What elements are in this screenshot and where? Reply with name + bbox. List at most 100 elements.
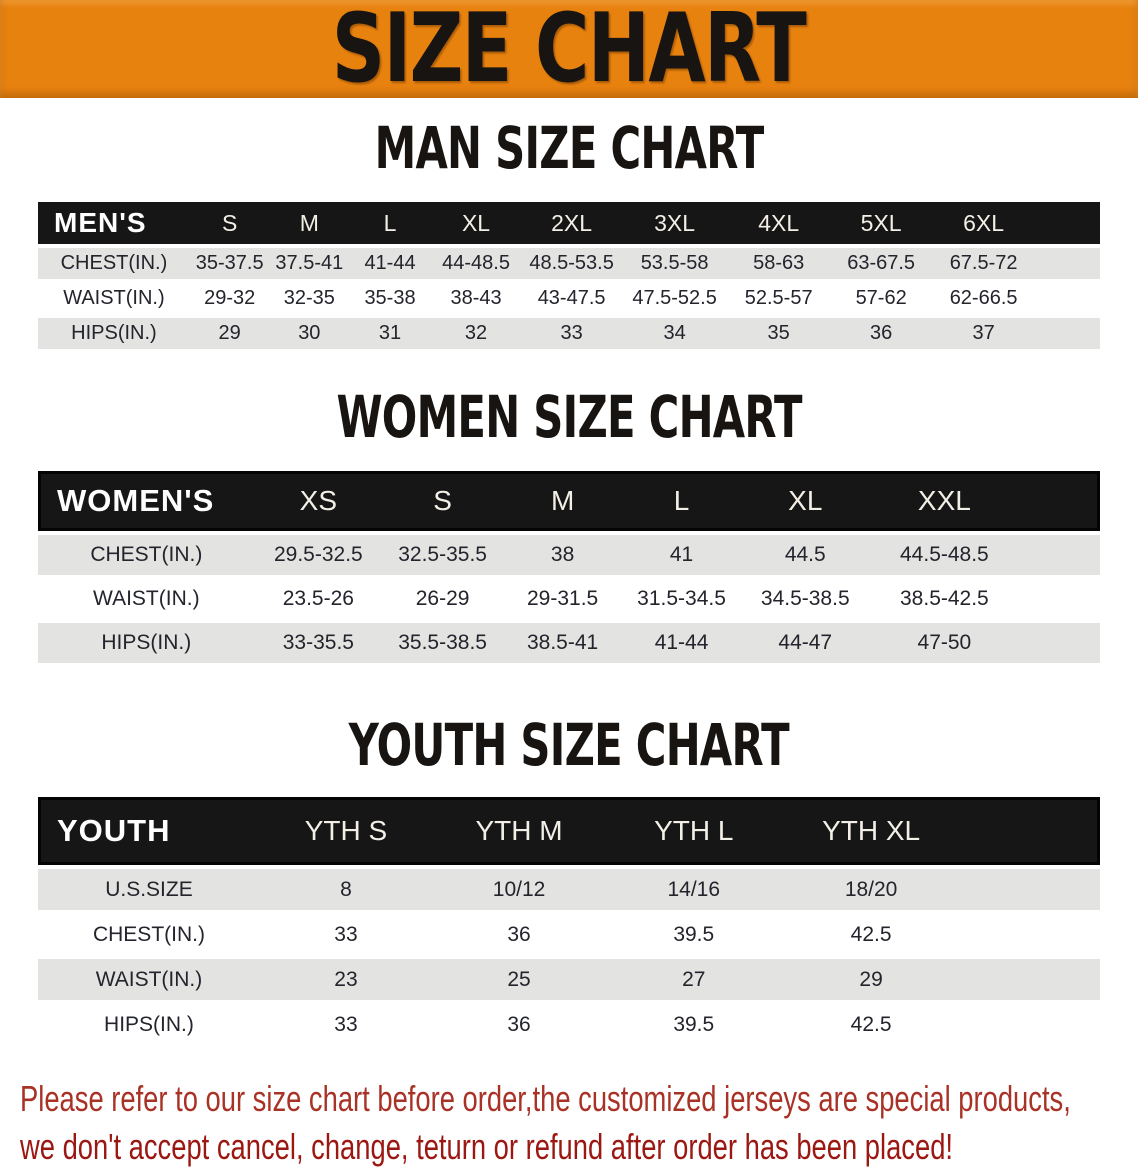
size-cell: 33-35.5 (254, 623, 383, 663)
size-cell: 31 (349, 318, 431, 349)
size-cell: 47.5-52.5 (632, 287, 717, 309)
size-cell: 30 (269, 318, 350, 349)
spacer-cell (1035, 318, 1100, 349)
size-cell: 33 (334, 922, 358, 946)
spacer-cell (1019, 579, 1100, 619)
row-label-cell: U.S.SIZE (38, 869, 260, 910)
size-header-cell: 5XL (830, 202, 933, 244)
size-cell: 41-44 (349, 248, 431, 279)
men-hips-row: HIPS(IN.) 29 30 31 32 33 34 35 36 37 (38, 318, 1100, 349)
size-header-cell: L (622, 471, 742, 531)
men-section: MAN SIZE CHART MEN'S S M L XL 2XL 3XL 4X… (0, 119, 1138, 353)
size-cell: 43-47.5 (537, 287, 606, 309)
size-cell: 25 (431, 959, 607, 1000)
row-label-cell: HIPS(IN.) (38, 318, 190, 349)
size-cell: 67.5-72 (932, 248, 1036, 279)
size-cell: 52.5-57 (744, 287, 813, 309)
size-header-cell: XL (741, 471, 870, 531)
size-cell: 41 (622, 535, 742, 575)
size-header-cell: 2XL (521, 202, 623, 244)
size-cell: 44.5-48.5 (869, 535, 1020, 575)
row-label-cell: WAIST(IN.) (63, 287, 165, 309)
size-cell: 57-62 (855, 287, 907, 309)
size-cell: 32-35 (283, 287, 335, 309)
size-cell: 29.5-32.5 (254, 535, 383, 575)
size-cell: 26-29 (415, 587, 470, 610)
size-cell: 42.5 (850, 1012, 892, 1036)
size-cell: 29-31.5 (526, 587, 599, 610)
women-waist-row: WAIST(IN.) 23.5-26 26-29 29-31.5 31.5-34… (38, 579, 1100, 619)
row-label-cell: CHEST(IN.) (92, 922, 205, 946)
size-header-cell: S (382, 471, 504, 531)
size-cell: 33 (521, 318, 623, 349)
men-size-table: MEN'S S M L XL 2XL 3XL 4XL 5XL 6XL CHEST… (38, 198, 1100, 353)
size-cell: 38.5-42.5 (900, 587, 989, 610)
size-cell: 47-50 (869, 623, 1020, 663)
size-cell: 18/20 (781, 869, 961, 910)
size-header-cell: 4XL (727, 202, 831, 244)
size-cell: 10/12 (431, 869, 607, 910)
row-label-cell: HIPS(IN.) (104, 1012, 194, 1036)
page-title: SIZE CHART (332, 0, 807, 104)
size-cell: 27 (606, 959, 782, 1000)
size-cell: 29 (781, 959, 961, 1000)
women-section-title: WOMEN SIZE CHART (336, 383, 802, 451)
size-cell: 23 (259, 959, 432, 1000)
row-label-cell: CHEST(IN.) (38, 535, 255, 575)
size-cell: 38-43 (450, 287, 502, 309)
row-label-cell: CHEST(IN.) (38, 248, 190, 279)
size-header-cell: YTH M (431, 797, 607, 865)
youth-section-title: YOUTH SIZE CHART (348, 711, 790, 779)
youth-table-label: YOUTH (38, 797, 260, 865)
women-hips-row: HIPS(IN.) 33-35.5 35.5-38.5 38.5-41 41-4… (38, 623, 1100, 663)
size-header-cell: YTH S (259, 797, 432, 865)
size-header-cell: 3XL (622, 202, 728, 244)
spacer-cell (960, 959, 1100, 1000)
size-cell: 34 (622, 318, 728, 349)
youth-section: YOUTH SIZE CHART YOUTH YTH S YTH M YTH L… (0, 711, 1138, 1049)
banner: SIZE CHART (0, 0, 1138, 98)
spacer-cell (961, 1004, 1100, 1045)
youth-chest-row: CHEST(IN.) 33 36 39.5 42.5 (38, 914, 1100, 955)
size-header-cell: M (269, 202, 350, 244)
size-cell: 63-67.5 (830, 248, 933, 279)
spacer-cell (1035, 248, 1100, 279)
policy-line-1: Please refer to our size chart before or… (20, 1078, 1071, 1119)
size-cell: 29-32 (204, 287, 256, 309)
size-cell: 37.5-41 (269, 248, 350, 279)
women-chest-row: CHEST(IN.) 29.5-32.5 32.5-35.5 38 41 44.… (38, 535, 1100, 575)
spacer-cell (960, 869, 1100, 910)
size-cell: 34.5-38.5 (760, 587, 850, 610)
youth-size-table: YOUTH YTH S YTH M YTH L YTH XL U.S.SIZE … (38, 793, 1100, 1049)
size-header-cell: M (503, 471, 623, 531)
size-cell: 53.5-58 (622, 248, 728, 279)
youth-header-row: YOUTH YTH S YTH M YTH L YTH XL (38, 797, 1100, 865)
size-cell: 33 (334, 1012, 358, 1036)
size-header-cell: S (189, 202, 270, 244)
women-header-row: WOMEN'S XS S M L XL XXL (38, 471, 1100, 531)
size-cell: 35 (727, 318, 831, 349)
size-header-cell: YTH L (606, 797, 782, 865)
size-header-cell: YTH XL (781, 797, 961, 865)
policy-line-2: we don't accept cancel, change, teturn o… (20, 1126, 954, 1167)
women-table-label: WOMEN'S (38, 471, 255, 531)
spacer-cell (960, 797, 1100, 865)
spacer-cell (1035, 283, 1100, 314)
spacer-cell (1019, 535, 1100, 575)
size-cell: 44.5 (741, 535, 870, 575)
row-label-cell: HIPS(IN.) (38, 623, 255, 663)
size-cell: 62-66.5 (949, 287, 1018, 309)
men-chest-row: CHEST(IN.) 35-37.5 37.5-41 41-44 44-48.5… (38, 248, 1100, 279)
spacer-cell (961, 914, 1100, 955)
size-header-cell: L (349, 202, 431, 244)
size-header-cell: XL (430, 202, 522, 244)
size-header-cell: 6XL (932, 202, 1036, 244)
men-table-label: MEN'S (38, 202, 190, 244)
size-cell: 35-38 (364, 287, 416, 309)
spacer-cell (1019, 471, 1100, 531)
size-cell: 8 (259, 869, 432, 910)
youth-waist-row: WAIST(IN.) 23 25 27 29 (38, 959, 1100, 1000)
youth-hips-row: HIPS(IN.) 33 36 39.5 42.5 (38, 1004, 1100, 1045)
men-header-row: MEN'S S M L XL 2XL 3XL 4XL 5XL 6XL (38, 202, 1100, 244)
